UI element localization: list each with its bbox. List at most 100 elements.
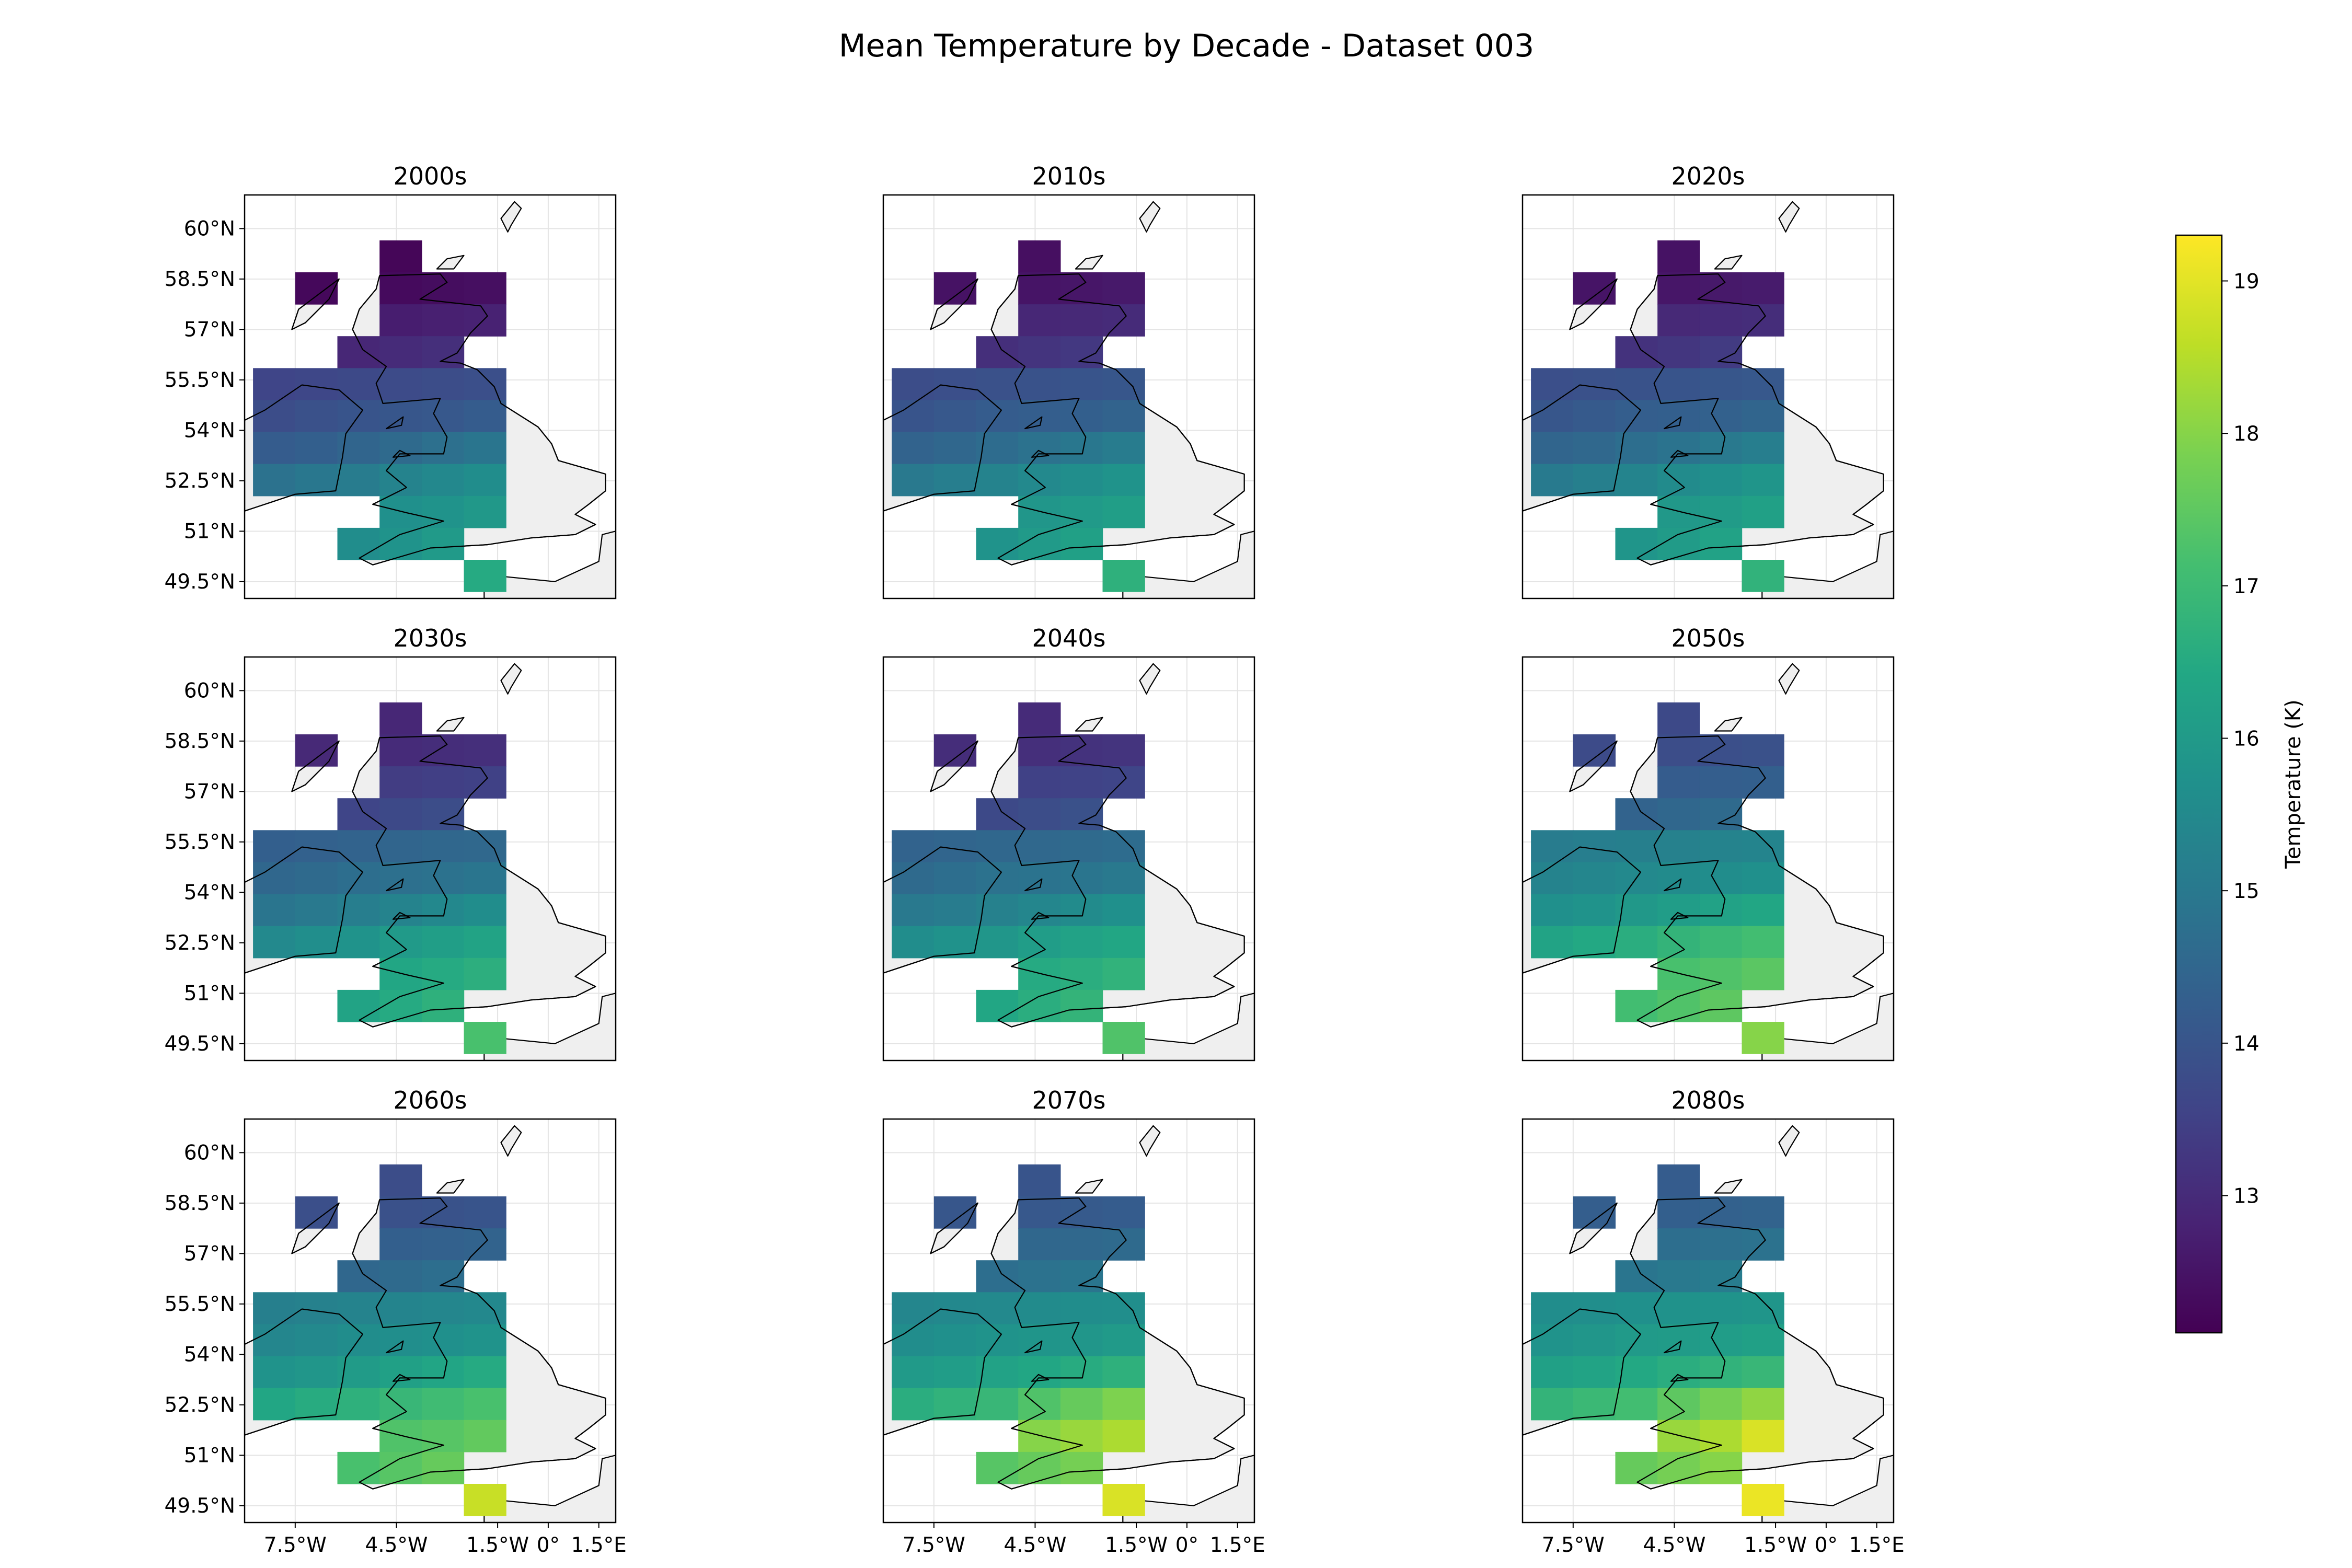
heat-cell — [1018, 1324, 1061, 1357]
heat-cell — [1742, 432, 1784, 465]
coastline — [1569, 1202, 1618, 1254]
heat-cell — [253, 1356, 296, 1389]
heat-cell — [1615, 926, 1658, 959]
heat-cell — [892, 894, 935, 927]
heat-cell — [1060, 1292, 1103, 1324]
heat-cell — [464, 1484, 506, 1516]
heat-cell — [464, 1420, 506, 1452]
heat-cell — [933, 1324, 977, 1357]
heat-cell — [1615, 527, 1658, 560]
heat-cell — [1699, 894, 1743, 927]
panel-frame — [244, 1118, 617, 1524]
heat-cell — [892, 830, 935, 862]
heat-cell — [1657, 495, 1700, 528]
heat-cell — [976, 926, 1019, 959]
heat-cell — [295, 830, 338, 862]
coastline — [436, 1179, 465, 1194]
coastline — [1761, 1455, 1894, 1523]
heat-cell — [379, 1260, 422, 1293]
heat-cell — [1742, 1484, 1784, 1516]
heat-cell — [253, 1292, 296, 1324]
heat-cell — [253, 894, 296, 927]
coastline — [990, 1197, 1245, 1490]
heat-cell — [976, 368, 1019, 400]
heat-cell — [379, 1356, 422, 1389]
heat-cell — [976, 1388, 1019, 1421]
heat-cell — [421, 862, 465, 895]
heat-cell — [337, 527, 380, 560]
heat-cell — [1018, 989, 1061, 1022]
heat-cell — [1657, 926, 1700, 959]
lat-tick-label: 57°N — [184, 780, 235, 803]
heat-cell — [1657, 894, 1700, 927]
heat-cell — [1531, 894, 1574, 927]
heat-cell — [1018, 527, 1061, 560]
heat-cell — [1531, 1356, 1574, 1389]
coastline — [500, 201, 522, 233]
heat-cell — [253, 830, 296, 862]
heat-cell — [1102, 1022, 1145, 1054]
panel-title: 2030s — [393, 624, 467, 652]
heat-cell — [1699, 1228, 1743, 1261]
coastline — [291, 278, 340, 330]
heat-cell — [1657, 830, 1700, 862]
coastline — [483, 993, 616, 1060]
heat-cell — [1742, 464, 1784, 497]
heat-cell — [379, 336, 422, 368]
lat-tick-label: 52.5°N — [164, 1393, 235, 1417]
panel-title: 2010s — [1032, 162, 1105, 190]
heat-cell — [379, 1388, 422, 1421]
heat-cell — [933, 272, 977, 305]
coastline — [392, 1374, 411, 1382]
heat-cell — [1657, 240, 1700, 273]
colorbar-gradient — [2175, 234, 2223, 1334]
coastline — [245, 846, 363, 974]
heat-cell — [379, 464, 422, 497]
heat-cell — [253, 400, 296, 433]
heat-cell — [892, 1356, 935, 1389]
heat-cell — [295, 894, 338, 927]
heat-cell — [892, 432, 935, 465]
heat-cell — [464, 560, 506, 592]
heat-cell — [1018, 1420, 1061, 1452]
heat-cell — [421, 1451, 465, 1484]
heat-cell — [1657, 1388, 1700, 1421]
heat-cell — [337, 1388, 380, 1421]
heat-cell — [1102, 862, 1145, 895]
heat-cell — [1742, 1292, 1784, 1324]
heat-cell — [1531, 1292, 1574, 1324]
heat-cell — [1018, 495, 1061, 528]
heat-cell — [1742, 734, 1784, 767]
coastline — [1523, 846, 1641, 974]
heat-cell — [464, 1324, 506, 1357]
heat-cell — [1102, 495, 1145, 528]
coastline — [1139, 1125, 1161, 1157]
heat-cell — [1018, 304, 1061, 337]
heat-cell — [1573, 734, 1616, 767]
coastline — [930, 278, 978, 330]
heat-cell — [464, 400, 506, 433]
heat-cell — [1742, 368, 1784, 400]
heat-cell — [379, 862, 422, 895]
heat-cell — [1531, 830, 1574, 862]
heat-cell — [1102, 272, 1145, 305]
heat-cell — [1699, 1356, 1743, 1389]
heat-cell — [1060, 1451, 1103, 1484]
heat-cell — [295, 1292, 338, 1324]
heat-cell — [464, 368, 506, 400]
coastline — [500, 1125, 522, 1157]
heat-cell — [421, 368, 465, 400]
heat-cell — [1742, 1196, 1784, 1229]
heat-cell — [1102, 1484, 1145, 1516]
coastline — [1523, 1308, 1641, 1436]
heat-cell — [1742, 830, 1784, 862]
heat-cell — [1657, 1324, 1700, 1357]
heat-cell — [1531, 926, 1574, 959]
heat-cell — [1742, 1388, 1784, 1421]
lat-tick-label: 52.5°N — [164, 931, 235, 955]
heat-cell — [1699, 1324, 1743, 1357]
heat-cell — [464, 1292, 506, 1324]
heat-cell — [1742, 926, 1784, 959]
heat-cell — [1657, 702, 1700, 735]
lon-tick-label: 7.5°W — [903, 1534, 965, 1557]
